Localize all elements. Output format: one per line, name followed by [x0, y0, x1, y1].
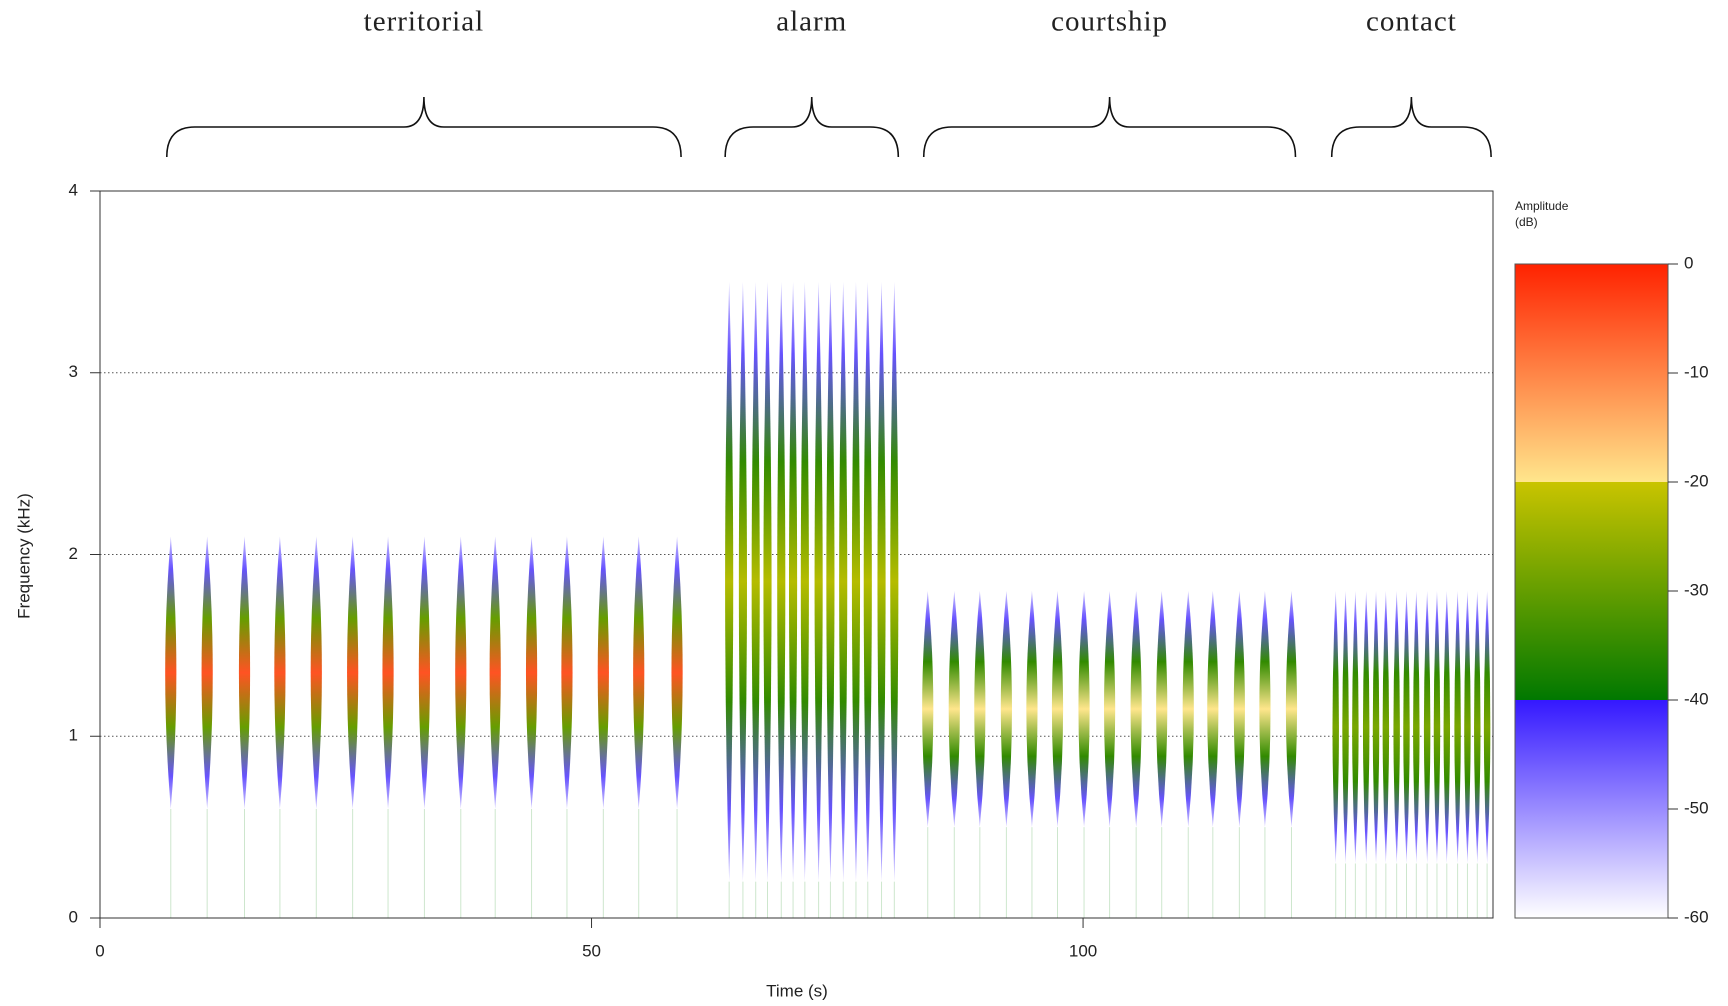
segment-label: alarm — [776, 6, 847, 38]
call — [561, 536, 573, 809]
x-tick-label: 50 — [582, 941, 601, 960]
y-tick-label: 1 — [69, 726, 78, 745]
call — [1285, 590, 1298, 828]
call — [1156, 590, 1168, 828]
call — [238, 536, 251, 809]
segment-label: territorial — [364, 6, 485, 38]
call — [1130, 590, 1142, 828]
call — [890, 281, 899, 882]
colorbar-tick-label: 0 — [1684, 253, 1693, 272]
call — [1464, 590, 1471, 864]
call — [922, 590, 934, 828]
y-tick-label: 4 — [69, 180, 78, 199]
colorbar-title: Amplitude — [1515, 199, 1569, 213]
call — [725, 281, 734, 882]
call — [1382, 590, 1390, 864]
call — [788, 281, 798, 882]
call — [1332, 590, 1339, 864]
call — [1372, 590, 1380, 864]
call — [418, 536, 431, 809]
call — [1393, 590, 1400, 864]
call — [633, 536, 645, 809]
call — [1433, 590, 1441, 864]
call — [800, 281, 809, 882]
call — [826, 281, 835, 882]
x-tick-label: 0 — [95, 941, 104, 960]
call — [347, 536, 359, 809]
call — [1207, 590, 1219, 828]
colorbar-tick-label: -40 — [1684, 689, 1709, 708]
call — [1182, 590, 1194, 828]
call — [1078, 590, 1090, 828]
call — [489, 536, 501, 809]
colorbar-title: (dB) — [1515, 215, 1538, 229]
colorbar-tick-label: -60 — [1684, 907, 1709, 926]
brace — [922, 96, 1297, 158]
brace — [1330, 96, 1492, 158]
call — [671, 536, 683, 809]
brace — [724, 96, 900, 158]
colorbar-band — [1515, 700, 1668, 918]
colorbar-band — [1515, 264, 1668, 482]
segment-label: courtship — [1051, 6, 1168, 38]
x-axis-label: Time (s) — [766, 981, 828, 1000]
brace — [165, 96, 682, 158]
call — [525, 536, 538, 809]
call — [1259, 590, 1271, 828]
colorbar-band — [1515, 482, 1668, 700]
call — [382, 536, 394, 809]
call — [1026, 590, 1038, 828]
call — [877, 281, 886, 882]
call — [814, 281, 823, 882]
call — [1423, 590, 1431, 864]
call — [455, 536, 467, 809]
call — [201, 536, 213, 809]
call — [1104, 590, 1116, 828]
call — [751, 281, 760, 882]
y-axis-label: Frequency (kHz) — [14, 493, 33, 619]
call — [597, 536, 609, 809]
call — [1342, 590, 1349, 864]
call — [1454, 590, 1461, 864]
call — [1233, 590, 1245, 828]
call — [1443, 590, 1451, 864]
call — [777, 281, 786, 882]
call — [1362, 590, 1370, 864]
colorbar-tick-label: -20 — [1684, 471, 1709, 490]
call — [1000, 590, 1012, 828]
colorbar-tick-label: -30 — [1684, 580, 1709, 599]
colorbar-tick-label: -10 — [1684, 362, 1709, 381]
y-tick-label: 2 — [69, 544, 78, 563]
call — [763, 281, 772, 882]
x-tick-label: 100 — [1069, 941, 1097, 960]
call — [839, 281, 848, 882]
plot-frame — [99, 190, 1494, 919]
call — [851, 281, 861, 882]
call — [738, 281, 747, 882]
call — [974, 590, 986, 828]
call — [165, 536, 177, 809]
call — [1474, 590, 1481, 864]
call — [1413, 590, 1420, 864]
call — [274, 536, 286, 809]
call — [1051, 590, 1064, 828]
colorbar-tick-label: -50 — [1684, 798, 1709, 817]
y-tick-label: 0 — [69, 907, 78, 926]
y-tick-label: 3 — [69, 362, 78, 381]
call — [1352, 590, 1359, 864]
call — [310, 536, 322, 809]
call — [948, 590, 960, 828]
call — [863, 281, 872, 882]
call — [1483, 590, 1491, 864]
call — [1403, 590, 1410, 864]
segment-label: contact — [1366, 6, 1457, 38]
